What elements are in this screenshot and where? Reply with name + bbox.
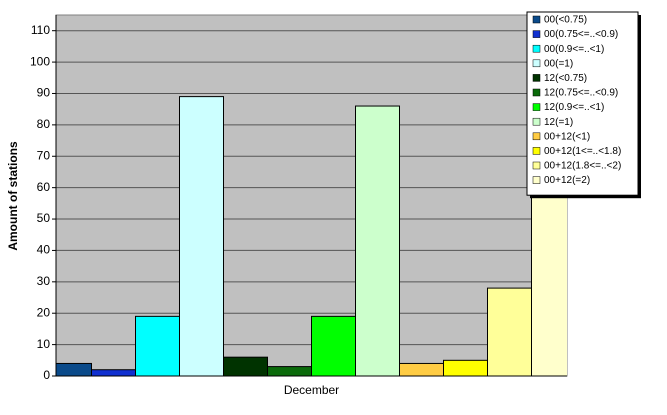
legend-label: 00+12(=2)	[544, 175, 590, 186]
legend-label: 00+12(1.8<=..<2)	[544, 161, 621, 172]
bar	[355, 105, 400, 376]
plot-area	[55, 14, 568, 377]
legend-label: 00(0.75<=..<0.9)	[544, 29, 618, 40]
legend-label: 12(<0.75)	[544, 73, 587, 84]
y-tick-label: 40	[37, 243, 51, 257]
legend-label: 00(=1)	[544, 58, 573, 69]
legend-swatch	[532, 88, 541, 97]
legend-swatch	[532, 44, 541, 53]
y-tick-label: 100	[30, 54, 50, 68]
legend-swatch	[532, 176, 541, 184]
legend-label: 12(0.9<=..<1)	[544, 102, 604, 113]
legend-box	[526, 11, 639, 196]
bar	[399, 362, 444, 376]
y-tick-label: 50	[37, 211, 51, 225]
legend-label: 00+12(1<=..<1.8)	[544, 146, 621, 157]
legend-swatch	[532, 15, 541, 24]
legend-swatch	[532, 147, 541, 155]
y-tick-label: 70	[37, 148, 51, 162]
y-tick-label: 110	[31, 23, 50, 37]
bar	[179, 96, 224, 376]
bar	[267, 366, 312, 376]
y-tick-label: 90	[37, 86, 51, 100]
bar	[443, 359, 488, 376]
y-tick-label: 10	[37, 337, 51, 351]
legend-label: 00(0.9<=..<1)	[544, 44, 604, 55]
legend-swatch	[532, 74, 541, 82]
bar	[487, 287, 532, 376]
bar	[135, 315, 180, 376]
bar	[223, 356, 268, 376]
legend-swatch	[532, 59, 541, 68]
legend-swatch	[532, 117, 541, 126]
legend-label: 00+12(<1)	[544, 131, 590, 142]
y-tick-label: 30	[37, 274, 51, 288]
y-tick-label: 80	[37, 117, 51, 131]
y-tick-label: 0	[43, 368, 50, 382]
y-axis-title: Amount of stations	[6, 141, 20, 251]
y-tick-label: 20	[37, 305, 51, 319]
bar	[56, 362, 92, 376]
y-tick-label: 60	[37, 180, 51, 194]
bar	[311, 315, 356, 376]
bar	[91, 369, 136, 376]
legend-swatch	[532, 103, 541, 111]
legend-label: 12(=1)	[544, 117, 573, 128]
legend-swatch	[532, 161, 541, 170]
x-tick-label: December	[284, 383, 339, 397]
legend-label: 12(0.75<=..<0.9)	[544, 88, 618, 99]
legend-label: 00(<0.75)	[544, 15, 587, 26]
legend-swatch	[532, 132, 541, 141]
legend-swatch	[532, 30, 541, 38]
